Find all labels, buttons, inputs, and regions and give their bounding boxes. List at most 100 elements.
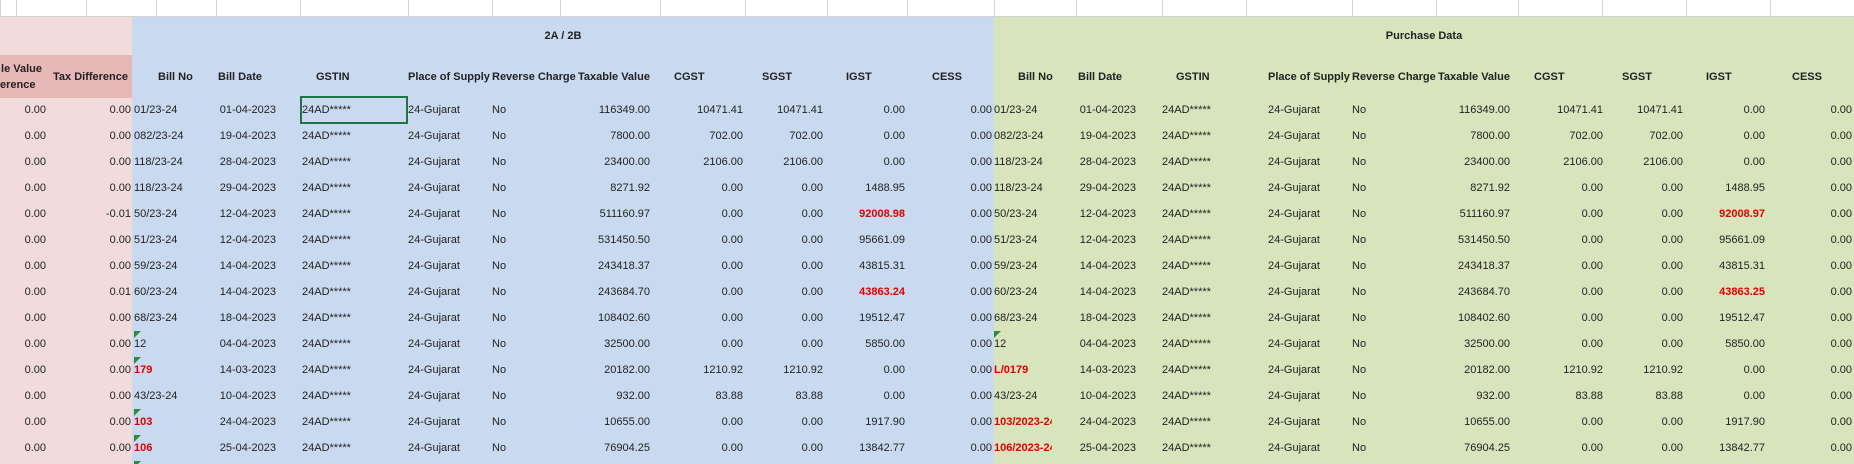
value-difference-cell[interactable]: 0.00 xyxy=(24,416,46,428)
2a2b-date-cell[interactable]: 14-04-2023 xyxy=(219,260,276,272)
2a2b-tv-cell[interactable]: 10655.00 xyxy=(604,416,650,428)
purchase-cess-cell[interactable]: 0.00 xyxy=(1830,416,1852,428)
2a2b-cess-cell[interactable]: 0.00 xyxy=(970,312,992,324)
2a2b-sgst-cell[interactable]: 0.00 xyxy=(801,260,823,272)
purchase-igst-cell[interactable]: 0.00 xyxy=(1743,156,1765,168)
purchase-pos-cell[interactable]: 24-Gujarat xyxy=(1268,364,1320,376)
2a2b-cess-cell[interactable]: 0.00 xyxy=(970,208,992,220)
2a2b-header-date[interactable]: Bill Date xyxy=(218,71,263,83)
purchase-cess-cell[interactable]: 0.00 xyxy=(1830,104,1852,116)
2a2b-header-igst[interactable]: IGST xyxy=(846,71,872,83)
purchase-date-cell[interactable]: 14-03-2023 xyxy=(1079,364,1136,376)
purchase-igst-cell[interactable]: 92008.97 xyxy=(1719,208,1765,220)
purchase-pos-cell[interactable]: 24-Gujarat xyxy=(1268,234,1320,246)
2a2b-tv-cell[interactable]: 32500.00 xyxy=(604,338,650,350)
purchase-igst-cell[interactable]: 0.00 xyxy=(1743,104,1765,116)
2a2b-rc-cell[interactable]: No xyxy=(492,338,507,350)
2a2b-rc-cell[interactable]: No xyxy=(492,416,507,428)
2a2b-date-cell[interactable]: 25-04-2023 xyxy=(219,442,276,454)
2a2b-igst-cell[interactable]: 1488.95 xyxy=(865,182,905,194)
2a2b-tv-cell[interactable]: 531450.50 xyxy=(598,234,650,246)
purchase-igst-cell[interactable]: 0.00 xyxy=(1743,130,1765,142)
value-difference-cell[interactable]: 0.00 xyxy=(24,156,46,168)
2a2b-igst-cell[interactable]: 0.00 xyxy=(883,156,905,168)
purchase-date-cell[interactable]: 04-04-2023 xyxy=(1079,338,1136,350)
2a2b-sgst-cell[interactable]: 0.00 xyxy=(801,286,823,298)
purchase-pos-cell[interactable]: 24-Gujarat xyxy=(1268,182,1320,194)
2a2b-sgst-cell[interactable]: 1210.92 xyxy=(783,364,823,376)
2a2b-sgst-cell[interactable]: 0.00 xyxy=(801,312,823,324)
2a2b-header-bill[interactable]: Bill No xyxy=(158,71,193,83)
purchase-sgst-cell[interactable]: 0.00 xyxy=(1661,260,1683,272)
value-difference-cell[interactable]: 0.00 xyxy=(24,338,46,350)
2a2b-pos-cell[interactable]: 24-Gujarat xyxy=(408,234,460,246)
tax-difference-cell[interactable]: 0.00 xyxy=(109,104,131,116)
2a2b-cess-cell[interactable]: 0.00 xyxy=(970,104,992,116)
2a2b-cess-cell[interactable]: 0.00 xyxy=(970,182,992,194)
value-difference-cell[interactable]: 0.00 xyxy=(24,130,46,142)
purchase-pos-cell[interactable]: 24-Gujarat xyxy=(1268,104,1320,116)
2a2b-date-cell[interactable]: 19-04-2023 xyxy=(219,130,276,142)
2a2b-pos-cell[interactable]: 24-Gujarat xyxy=(408,442,460,454)
2a2b-pos-cell[interactable]: 24-Gujarat xyxy=(408,130,460,142)
purchase-gstin-cell[interactable]: 24AD***** xyxy=(1162,182,1211,194)
2a2b-rc-cell[interactable]: No xyxy=(492,260,507,272)
2a2b-gstin-cell[interactable]: 24AD***** xyxy=(302,390,351,402)
2a2b-date-cell[interactable]: 10-04-2023 xyxy=(219,390,276,402)
purchase-cess-cell[interactable]: 0.00 xyxy=(1830,364,1852,376)
purchase-header-date[interactable]: Bill Date xyxy=(1078,71,1123,83)
2a2b-igst-cell[interactable]: 19512.47 xyxy=(859,312,905,324)
purchase-pos-cell[interactable]: 24-Gujarat xyxy=(1268,208,1320,220)
2a2b-rc-cell[interactable]: No xyxy=(492,130,507,142)
purchase-rc-cell[interactable]: No xyxy=(1352,182,1367,194)
purchase-header-sgst[interactable]: SGST xyxy=(1622,71,1652,83)
purchase-igst-cell[interactable]: 19512.47 xyxy=(1719,312,1765,324)
purchase-pos-cell[interactable]: 24-Gujarat xyxy=(1268,442,1320,454)
purchase-date-cell[interactable]: 01-04-2023 xyxy=(1079,104,1136,116)
2a2b-pos-cell[interactable]: 24-Gujarat xyxy=(408,182,460,194)
purchase-tv-cell[interactable]: 23400.00 xyxy=(1464,156,1510,168)
2a2b-cess-cell[interactable]: 0.00 xyxy=(970,390,992,402)
2a2b-sgst-cell[interactable]: 702.00 xyxy=(789,130,823,142)
purchase-header-cess[interactable]: CESS xyxy=(1792,71,1822,83)
purchase-header-cgst[interactable]: CGST xyxy=(1534,71,1565,83)
2a2b-pos-cell[interactable]: 24-Gujarat xyxy=(408,260,460,272)
value-difference-header-line1[interactable]: le Value xyxy=(1,63,42,75)
2a2b-tv-cell[interactable]: 7800.00 xyxy=(610,130,650,142)
2a2b-date-cell[interactable]: 24-04-2023 xyxy=(219,416,276,428)
2a2b-bill-cell[interactable]: 179 xyxy=(134,364,153,376)
2a2b-rc-cell[interactable]: No xyxy=(492,390,507,402)
2a2b-bill-cell[interactable]: 01/23-24 xyxy=(134,104,178,116)
2a2b-gstin-cell[interactable]: 24AD***** xyxy=(302,130,351,142)
purchase-gstin-cell[interactable]: 24AD***** xyxy=(1162,130,1211,142)
2a2b-gstin-cell[interactable]: 24AD***** xyxy=(302,208,351,220)
2a2b-cgst-cell[interactable]: 702.00 xyxy=(709,130,743,142)
tax-difference-cell[interactable]: 0.00 xyxy=(109,156,131,168)
2a2b-gstin-cell[interactable]: 24AD***** xyxy=(302,156,351,168)
purchase-cess-cell[interactable]: 0.00 xyxy=(1830,130,1852,142)
purchase-pos-cell[interactable]: 24-Gujarat xyxy=(1268,312,1320,324)
purchase-gstin-cell[interactable]: 24AD***** xyxy=(1162,156,1211,168)
value-difference-cell[interactable]: 0.00 xyxy=(24,442,46,454)
tax-difference-cell[interactable]: 0.00 xyxy=(109,234,131,246)
purchase-tv-cell[interactable]: 243684.70 xyxy=(1458,286,1510,298)
purchase-bill-cell[interactable]: 118/23-24 xyxy=(994,182,1043,194)
tax-difference-cell[interactable]: 0.00 xyxy=(109,390,131,402)
value-difference-cell[interactable]: 0.00 xyxy=(24,182,46,194)
purchase-gstin-cell[interactable]: 24AD***** xyxy=(1162,442,1211,454)
2a2b-cgst-cell[interactable]: 0.00 xyxy=(721,416,743,428)
purchase-tv-cell[interactable]: 108402.60 xyxy=(1458,312,1510,324)
purchase-date-cell[interactable]: 14-04-2023 xyxy=(1079,286,1136,298)
error-indicator-icon[interactable] xyxy=(134,409,141,416)
purchase-tv-cell[interactable]: 32500.00 xyxy=(1464,338,1510,350)
purchase-igst-cell[interactable]: 1488.95 xyxy=(1725,182,1765,194)
tax-difference-cell[interactable]: 0.01 xyxy=(109,286,131,298)
tax-difference-header[interactable]: Tax Difference xyxy=(53,71,128,83)
purchase-sgst-cell[interactable]: 0.00 xyxy=(1661,208,1683,220)
purchase-header-gstin[interactable]: GSTIN xyxy=(1176,71,1210,83)
2a2b-cgst-cell[interactable]: 0.00 xyxy=(721,260,743,272)
error-indicator-icon[interactable] xyxy=(134,435,141,442)
2a2b-pos-cell[interactable]: 24-Gujarat xyxy=(408,364,460,376)
tax-difference-cell[interactable]: 0.00 xyxy=(109,130,131,142)
purchase-cess-cell[interactable]: 0.00 xyxy=(1830,390,1852,402)
